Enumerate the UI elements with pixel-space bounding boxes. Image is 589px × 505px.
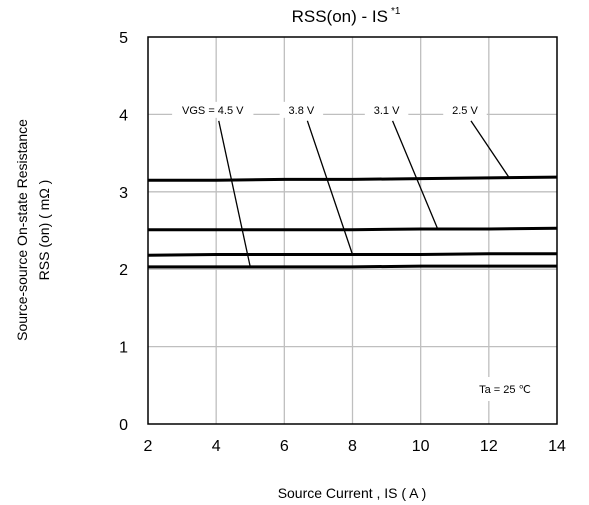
x-tick-label: 10 [412,438,430,455]
x-tick-label: 14 [548,438,566,455]
x-axis-label: Source Current , IS ( A ) [278,485,427,501]
x-tick-label: 12 [480,438,498,455]
condition-label-bg [466,377,544,401]
series-line-3 [148,175,558,182]
y-axis-label-line2: RSS (on) ( mΩ ) [36,180,52,281]
y-tick-label: 1 [119,340,128,357]
y-tick-labels: 0 1 2 3 4 5 [119,30,128,434]
x-tick-label: 2 [144,438,153,455]
series-line-0 [148,264,557,269]
series-label-bg [443,101,487,118]
x-tick-label: 4 [212,438,221,455]
y-axis-label-line1: Source-source On-state Resistance [14,119,30,341]
series-label-1: 3.8 V [289,105,315,117]
leader-line-2 [391,120,439,230]
series-label-3: 2.5 V [452,105,478,117]
series-label-bg [172,101,254,118]
leader-line-3 [470,120,510,179]
x-tick-label: 6 [280,438,289,455]
series-line-1 [147,252,557,257]
chart-title: RSS(on) - IS *1 [292,6,401,26]
y-tick-label: 0 [119,417,128,434]
series-line-2 [148,226,558,232]
chart-title-superscript: *1 [391,6,401,17]
leader-line-1 [306,120,354,255]
plot-frame [147,36,558,425]
series-label-2: 3.1 V [374,105,400,117]
series-label-bg [364,101,409,118]
condition-label: Ta = 25 ℃ [479,384,531,396]
leader-line-0 [218,120,251,268]
x-tick-labels: 2 4 6 8 10 12 14 [144,438,566,455]
y-tick-label: 2 [119,262,128,279]
grid [148,37,557,424]
series-group [147,175,558,269]
y-tick-label: 4 [119,107,128,124]
y-tick-label: 3 [119,185,128,202]
x-tick-label: 8 [348,438,357,455]
series-label-0: VGS = 4.5 V [182,105,244,117]
chart-title-text: RSS(on) - IS [292,7,388,26]
y-tick-label: 5 [119,30,128,47]
annotations: VGS = 4.5 V 3.8 V 3.1 V 2.5 V [172,101,510,268]
series-label-bg [279,101,324,118]
